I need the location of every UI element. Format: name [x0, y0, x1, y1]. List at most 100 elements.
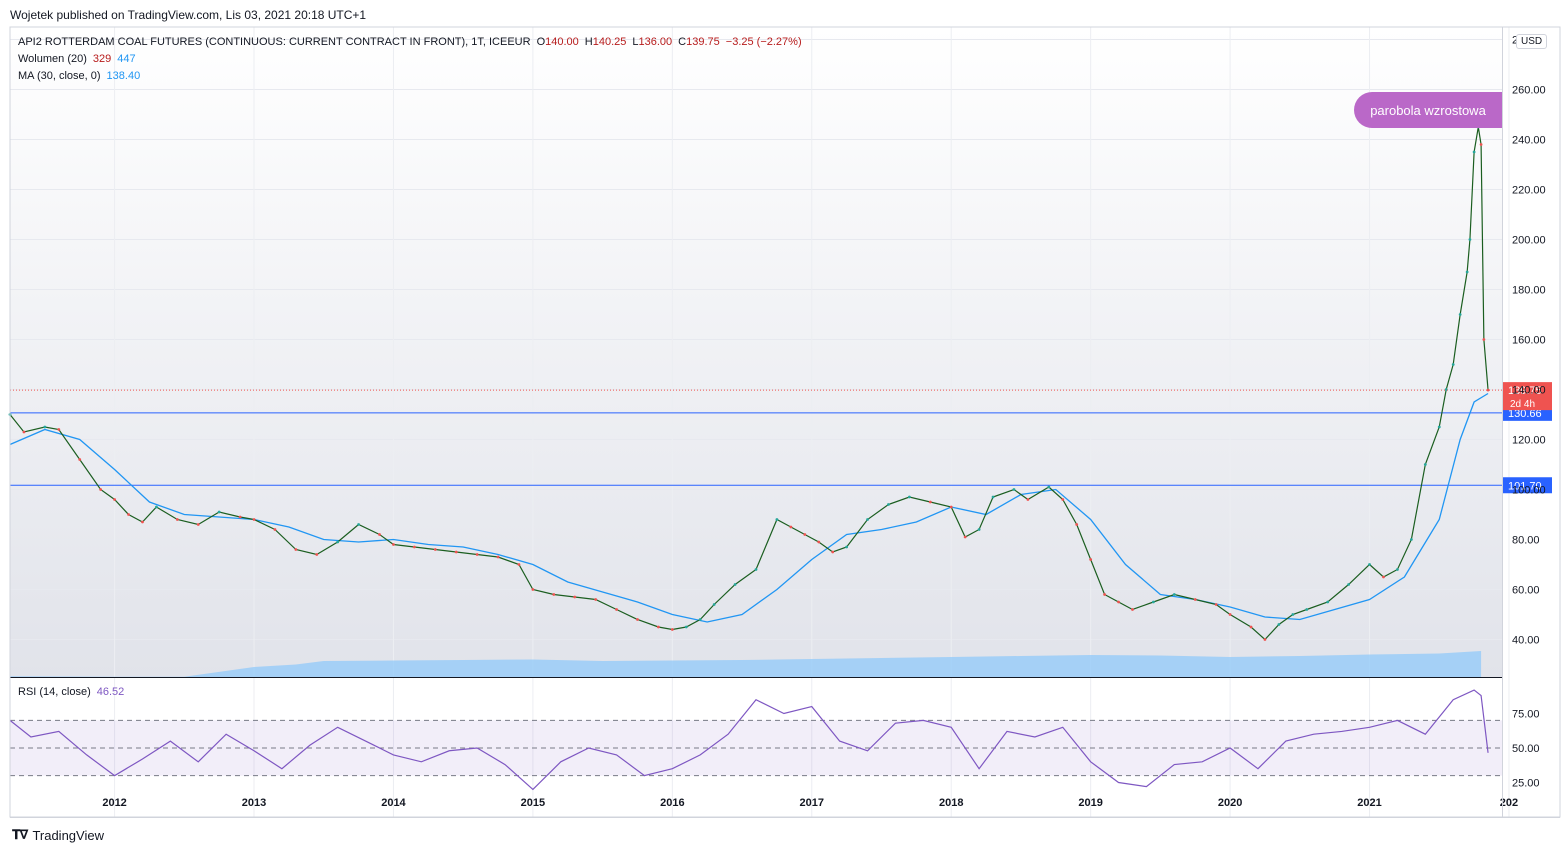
- close-point: [1451, 363, 1455, 366]
- price-tick-label: 240.00: [1512, 135, 1546, 147]
- time-tick-label: 2012: [102, 797, 126, 809]
- rsi-plot: [9, 689, 1502, 791]
- open-value: 140.00: [545, 36, 579, 48]
- brand-label: TradingView: [32, 827, 104, 843]
- close-point: [1152, 600, 1155, 604]
- time-tick-label: 2021: [1357, 797, 1381, 809]
- price-tick-label: 80.00: [1512, 535, 1540, 547]
- close-point: [1468, 238, 1472, 241]
- symbol-name: API2 ROTTERDAM COAL FUTURES (CONTINUOUS:…: [18, 36, 531, 48]
- close-point: [712, 603, 716, 606]
- annotation-callout[interactable]: parobola wzrostowa: [1354, 92, 1502, 128]
- close-point: [1193, 598, 1197, 601]
- close-point: [1263, 638, 1267, 641]
- close-point: [1075, 523, 1079, 526]
- last-price-label: 139.75: [1508, 385, 1542, 397]
- close-point: [1479, 143, 1483, 146]
- close-point: [789, 525, 793, 529]
- close-point: [155, 505, 158, 509]
- close-point: [517, 563, 521, 566]
- close-point: [433, 548, 437, 551]
- close-point: [1277, 623, 1281, 626]
- close-point: [615, 608, 618, 611]
- high-value: 140.25: [592, 36, 627, 48]
- close-point: [1326, 600, 1330, 604]
- close-point: [78, 458, 82, 461]
- close-point: [357, 523, 360, 526]
- close-point: [1117, 600, 1120, 604]
- close-point: [1172, 593, 1176, 596]
- close-point: [1012, 488, 1016, 491]
- close-point: [43, 425, 47, 429]
- price-tick-label: 180.00: [1512, 285, 1546, 297]
- countdown-label: 2d 4h: [1510, 399, 1535, 410]
- close-point: [1089, 558, 1093, 561]
- close-point: [238, 515, 242, 519]
- close-value: 139.75: [686, 36, 720, 48]
- price-tick-label: 200.00: [1512, 235, 1546, 247]
- close-point: [1214, 603, 1218, 606]
- close-point: [552, 593, 556, 596]
- close-point: [127, 513, 130, 516]
- close-point: [656, 625, 660, 629]
- close-point: [531, 588, 535, 591]
- ma-label: MA (30, close, 0): [18, 70, 101, 82]
- time-tick-label: 2014: [381, 797, 406, 809]
- close-point: [496, 555, 500, 559]
- close-point: [57, 428, 61, 431]
- close-point: [1368, 563, 1371, 566]
- close-point: [1396, 568, 1399, 571]
- price-tick-label: 120.00: [1512, 435, 1546, 447]
- time-tick-label: 2016: [660, 797, 684, 809]
- close-point: [392, 543, 395, 546]
- close-point: [991, 495, 995, 499]
- close-point: [754, 568, 758, 571]
- low-value: 136.00: [638, 36, 673, 48]
- rsi-series-line: [9, 689, 1489, 791]
- close-point: [217, 510, 221, 514]
- price-tick-label: 40.00: [1512, 635, 1540, 647]
- close-point: [22, 430, 26, 434]
- ma-value: 138.40: [106, 70, 141, 82]
- close-point: [698, 618, 702, 621]
- tradingview-brand[interactable]: 𝐓∇ TradingView: [12, 827, 104, 843]
- close-point: [475, 553, 479, 556]
- close-series-line: [9, 126, 1489, 641]
- change-value: −3.25 (−2.27%): [725, 36, 802, 48]
- grid-lines: [10, 27, 1510, 817]
- close-point: [113, 498, 116, 501]
- ma-series-line: [9, 392, 1489, 623]
- close-point: [99, 488, 103, 491]
- horizontal-lines: 130.66 101.70: [10, 404, 1552, 494]
- close-point: [1472, 150, 1476, 154]
- close-point: [963, 535, 967, 539]
- close-point: [573, 595, 577, 599]
- close-point: [294, 548, 298, 551]
- close-point: [949, 505, 953, 509]
- symbol-legend: API2 ROTTERDAM COAL FUTURES (CONTINUOUS:…: [18, 36, 802, 48]
- close-point: [1486, 388, 1490, 392]
- volume-area: [10, 651, 1482, 677]
- volume-label: Wolumen (20): [18, 53, 87, 65]
- close-point: [1437, 425, 1441, 429]
- close-point: [412, 545, 416, 549]
- close-point: [1482, 338, 1486, 341]
- rsi-tick-label: 25.00: [1512, 778, 1540, 790]
- price-tick-label: 220.00: [1512, 185, 1546, 197]
- close-point: [1347, 583, 1351, 586]
- price-tick-label: 60.00: [1512, 585, 1540, 597]
- price-tick-label: 260.00: [1512, 85, 1546, 97]
- close-point: [803, 533, 807, 536]
- close-point: [1047, 485, 1051, 489]
- close-point: [1458, 313, 1462, 316]
- currency-button[interactable]: USD: [1516, 34, 1548, 49]
- close-point: [684, 625, 688, 629]
- close-point: [1409, 538, 1413, 541]
- close-point: [817, 540, 821, 544]
- volume-value-a: 329: [92, 53, 112, 65]
- close-point: [594, 598, 598, 601]
- close-point: [315, 553, 319, 556]
- close-point: [845, 545, 849, 549]
- close-point: [175, 518, 179, 521]
